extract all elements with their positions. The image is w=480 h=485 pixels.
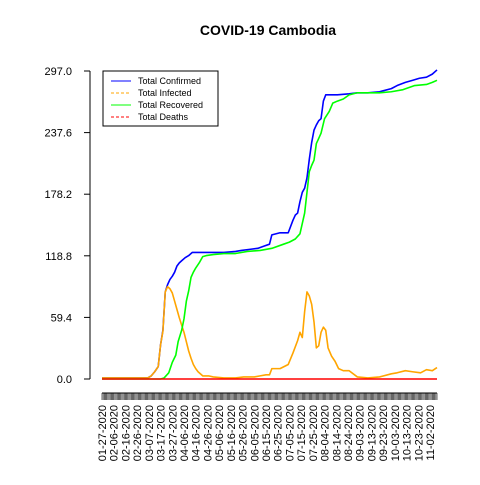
y-tick-label: 59.4 bbox=[51, 312, 72, 324]
y-tick-label: 178.2 bbox=[44, 189, 72, 201]
x-tick-label: 03-17-2020 bbox=[156, 405, 168, 461]
x-tick-label: 05-26-2020 bbox=[238, 405, 250, 461]
legend-label-total-confirmed: Total Confirmed bbox=[138, 76, 201, 86]
x-tick-label: 08-14-2020 bbox=[331, 405, 343, 461]
x-tick-label: 10-13-2020 bbox=[402, 405, 414, 461]
x-tick-label: 05-16-2020 bbox=[226, 405, 238, 461]
legend-label-total-infected: Total Infected bbox=[138, 88, 192, 98]
x-tick-label: 05-06-2020 bbox=[214, 405, 226, 461]
y-axis: 0.0 59.4 118.8 178.2 237.6 297.0 bbox=[44, 66, 91, 386]
series-layer bbox=[102, 69, 438, 380]
x-tick-label: 06-15-2020 bbox=[261, 405, 273, 461]
x-tick-label: 11-02-2020 bbox=[425, 405, 437, 460]
x-tick-label: 07-05-2020 bbox=[284, 405, 296, 461]
x-axis: 01-27-2020 02-06-2020 02-16-2020 02-26-2020… bbox=[97, 392, 438, 461]
x-tick-label: 10-03-2020 bbox=[390, 405, 402, 461]
y-tick-label: 237.6 bbox=[44, 128, 72, 140]
legend-label-total-deaths: Total Deaths bbox=[138, 112, 189, 122]
x-tick-label: 09-23-2020 bbox=[378, 405, 390, 461]
x-tick-label: 06-05-2020 bbox=[249, 405, 261, 461]
x-tick-label: 03-07-2020 bbox=[144, 405, 156, 461]
x-tick-label: 04-06-2020 bbox=[179, 405, 191, 461]
x-tick-label: 01-27-2020 bbox=[97, 405, 109, 461]
x-tick-label: 02-16-2020 bbox=[120, 405, 132, 461]
series-line-total-infected bbox=[102, 285, 438, 379]
x-tick-label: 07-25-2020 bbox=[308, 405, 320, 461]
x-tick-label: 10-23-2020 bbox=[413, 405, 425, 461]
x-tick-label: 02-06-2020 bbox=[109, 405, 121, 461]
x-tick-label: 04-26-2020 bbox=[202, 405, 214, 461]
x-tick-label: 03-27-2020 bbox=[167, 405, 179, 461]
series-line-total-recovered bbox=[102, 79, 438, 380]
y-tick-label: 297.0 bbox=[44, 66, 72, 78]
x-tick-label: 06-25-2020 bbox=[273, 405, 285, 461]
x-tick-label: 07-15-2020 bbox=[296, 405, 308, 461]
x-tick-label: 02-26-2020 bbox=[132, 405, 144, 461]
x-tick-label: 08-04-2020 bbox=[320, 405, 332, 461]
y-tick-label: 0.0 bbox=[57, 374, 72, 386]
x-tick-label: 09-03-2020 bbox=[355, 405, 367, 461]
x-tick-label: 04-16-2020 bbox=[191, 405, 203, 461]
legend-label-total-recovered: Total Recovered bbox=[138, 100, 203, 110]
y-tick-label: 118.8 bbox=[45, 251, 72, 263]
chart-title: COVID-19 Cambodia bbox=[200, 22, 336, 38]
legend: Total Confirmed Total Infected Total Recov… bbox=[102, 70, 219, 127]
x-tick-label: 09-13-2020 bbox=[366, 405, 378, 461]
x-tick-label: 08-24-2020 bbox=[343, 405, 355, 461]
